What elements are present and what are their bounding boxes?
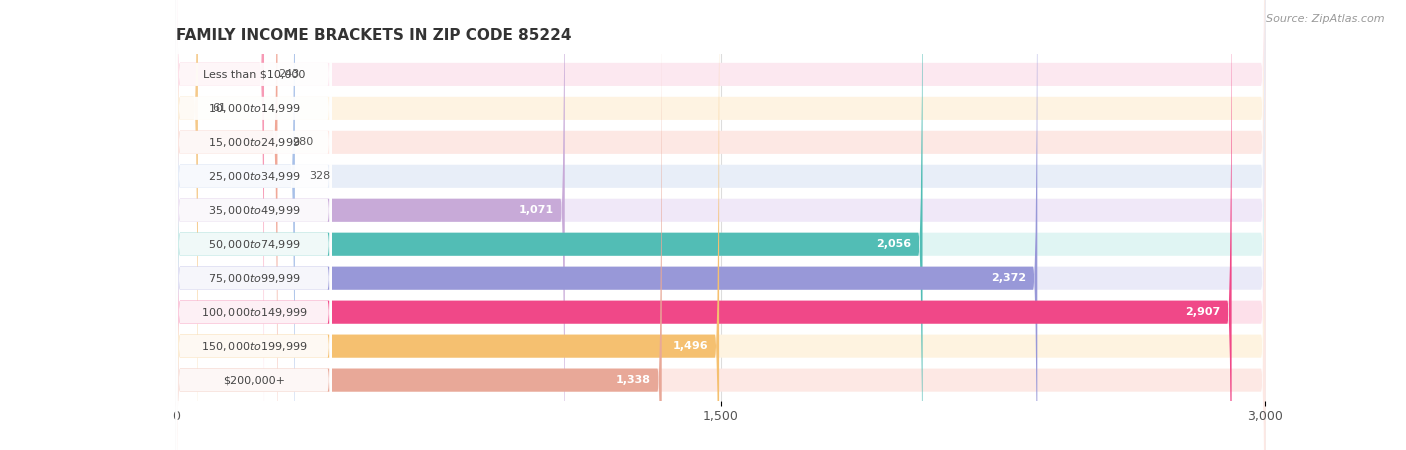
FancyBboxPatch shape <box>176 0 1265 450</box>
FancyBboxPatch shape <box>176 0 332 450</box>
FancyBboxPatch shape <box>176 0 198 450</box>
FancyBboxPatch shape <box>176 0 1265 450</box>
Text: 243: 243 <box>278 69 299 79</box>
Text: Less than $10,000: Less than $10,000 <box>202 69 305 79</box>
Text: $15,000 to $24,999: $15,000 to $24,999 <box>208 136 299 149</box>
FancyBboxPatch shape <box>176 0 1265 450</box>
FancyBboxPatch shape <box>176 0 332 450</box>
FancyBboxPatch shape <box>176 0 922 450</box>
FancyBboxPatch shape <box>176 0 264 450</box>
Text: $25,000 to $34,999: $25,000 to $34,999 <box>208 170 299 183</box>
FancyBboxPatch shape <box>176 0 718 450</box>
FancyBboxPatch shape <box>176 0 277 450</box>
Text: Source: ZipAtlas.com: Source: ZipAtlas.com <box>1267 14 1385 23</box>
FancyBboxPatch shape <box>176 0 1265 450</box>
Text: $10,000 to $14,999: $10,000 to $14,999 <box>208 102 299 115</box>
FancyBboxPatch shape <box>176 0 1265 450</box>
FancyBboxPatch shape <box>176 0 332 450</box>
Text: 1,496: 1,496 <box>672 341 709 351</box>
FancyBboxPatch shape <box>176 0 332 450</box>
FancyBboxPatch shape <box>176 0 1265 450</box>
FancyBboxPatch shape <box>176 0 295 450</box>
Text: 1,071: 1,071 <box>519 205 554 215</box>
Text: 2,056: 2,056 <box>876 239 911 249</box>
FancyBboxPatch shape <box>176 0 1265 450</box>
Text: 2,907: 2,907 <box>1185 307 1220 317</box>
FancyBboxPatch shape <box>176 0 1265 450</box>
FancyBboxPatch shape <box>176 0 1265 450</box>
Text: $100,000 to $149,999: $100,000 to $149,999 <box>201 306 307 319</box>
FancyBboxPatch shape <box>176 0 332 450</box>
Text: $150,000 to $199,999: $150,000 to $199,999 <box>201 340 307 353</box>
Text: $75,000 to $99,999: $75,000 to $99,999 <box>208 272 299 285</box>
Text: 280: 280 <box>292 137 314 147</box>
FancyBboxPatch shape <box>176 0 332 450</box>
FancyBboxPatch shape <box>176 0 332 450</box>
FancyBboxPatch shape <box>176 0 662 450</box>
FancyBboxPatch shape <box>176 0 565 450</box>
FancyBboxPatch shape <box>176 0 332 450</box>
FancyBboxPatch shape <box>176 0 1232 450</box>
FancyBboxPatch shape <box>176 0 332 450</box>
Text: FAMILY INCOME BRACKETS IN ZIP CODE 85224: FAMILY INCOME BRACKETS IN ZIP CODE 85224 <box>176 28 571 43</box>
Text: 2,372: 2,372 <box>991 273 1026 283</box>
Text: 328: 328 <box>309 171 330 181</box>
FancyBboxPatch shape <box>176 0 1038 450</box>
Text: 61: 61 <box>212 104 226 113</box>
Text: $50,000 to $74,999: $50,000 to $74,999 <box>208 238 299 251</box>
FancyBboxPatch shape <box>176 0 332 450</box>
Text: 1,338: 1,338 <box>616 375 651 385</box>
FancyBboxPatch shape <box>176 0 1265 450</box>
Text: $35,000 to $49,999: $35,000 to $49,999 <box>208 204 299 217</box>
Text: $200,000+: $200,000+ <box>222 375 285 385</box>
